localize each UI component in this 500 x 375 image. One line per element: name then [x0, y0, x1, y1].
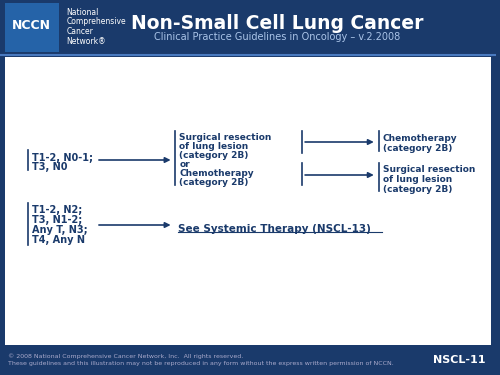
Text: Cancer: Cancer — [66, 27, 94, 36]
Text: Any T, N3;: Any T, N3; — [32, 225, 88, 235]
Text: Network®: Network® — [66, 36, 106, 45]
Text: Chemotherapy: Chemotherapy — [382, 134, 457, 143]
Text: National: National — [66, 8, 99, 17]
Text: Non-Small Cell Lung Cancer: Non-Small Cell Lung Cancer — [132, 14, 424, 33]
FancyBboxPatch shape — [5, 3, 60, 52]
Text: NCCN: NCCN — [12, 19, 51, 32]
Text: T1-2, N0-1;: T1-2, N0-1; — [32, 153, 92, 163]
Text: T1-2, N2;: T1-2, N2; — [32, 205, 82, 215]
Text: of lung lesion: of lung lesion — [382, 175, 452, 184]
Text: Surgical resection: Surgical resection — [382, 165, 475, 174]
Text: Comprehensive: Comprehensive — [66, 18, 126, 27]
Text: (category 2B): (category 2B) — [382, 185, 452, 194]
Text: NSCL-11: NSCL-11 — [433, 355, 486, 365]
Text: See Systemic Therapy (NSCL-13): See Systemic Therapy (NSCL-13) — [178, 224, 372, 234]
Text: (category 2B): (category 2B) — [382, 144, 452, 153]
Text: T4, Any N: T4, Any N — [32, 235, 84, 245]
Text: or: or — [180, 160, 190, 169]
Text: © 2008 National Comprehensive Cancer Network, Inc.  All rights reserved.: © 2008 National Comprehensive Cancer Net… — [8, 353, 243, 358]
Text: T3, N0: T3, N0 — [32, 162, 67, 172]
Text: Clinical Practice Guidelines in Oncology – v.2.2008: Clinical Practice Guidelines in Oncology… — [154, 32, 400, 42]
Text: These guidelines and this illustration may not be reproduced in any form without: These guidelines and this illustration m… — [8, 361, 394, 366]
Text: (category 2B): (category 2B) — [180, 178, 249, 187]
FancyBboxPatch shape — [0, 345, 496, 375]
Text: T3, N1-2;: T3, N1-2; — [32, 215, 82, 225]
Text: Surgical resection: Surgical resection — [180, 133, 272, 142]
Text: Chemotherapy: Chemotherapy — [180, 169, 254, 178]
FancyBboxPatch shape — [5, 57, 490, 345]
Text: (category 2B): (category 2B) — [180, 151, 249, 160]
Text: of lung lesion: of lung lesion — [180, 142, 248, 151]
